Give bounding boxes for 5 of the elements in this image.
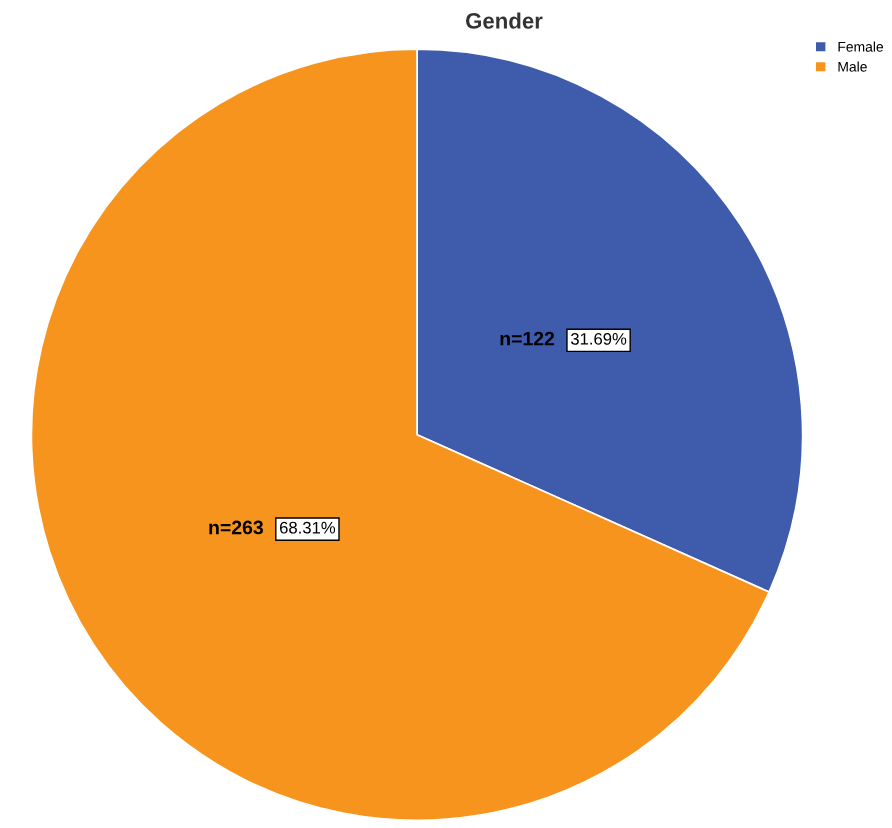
- data-label: n=122: [500, 331, 555, 346]
- chart-title: Gender: [466, 12, 543, 29]
- data-label: n=263: [209, 520, 264, 535]
- text: 31.69%: [570, 332, 627, 345]
- text: 68.31%: [279, 521, 336, 534]
